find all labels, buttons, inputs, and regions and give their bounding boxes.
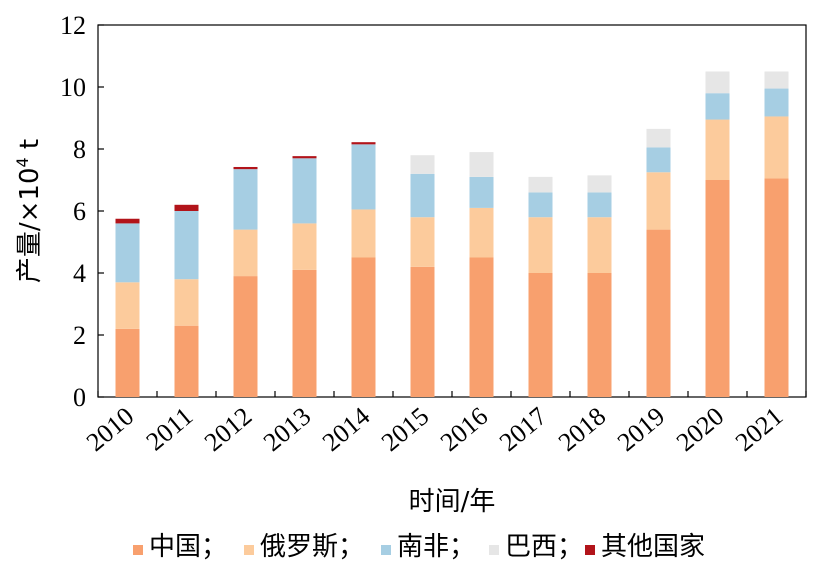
x-tick-label: 2017 <box>494 401 552 457</box>
y-tick-label: 12 <box>60 11 86 40</box>
y-tick-label: 4 <box>73 259 86 288</box>
x-tick-label: 2013 <box>258 401 316 457</box>
y-axis-label-main: 产量/×10 <box>15 168 45 284</box>
x-tick-label: 2019 <box>612 401 670 457</box>
y-axis-label-unit: t <box>15 139 45 157</box>
legend-label-1: 俄罗斯； <box>260 532 364 562</box>
bar-2017-series-3 <box>528 176 553 193</box>
legend-swatch-4 <box>585 545 595 555</box>
legend-swatch-0 <box>133 545 143 555</box>
bar-2016-series-0 <box>469 257 494 397</box>
y-axis-label: 产量/×104 t <box>13 139 45 283</box>
legend-label-3: 巴西； <box>505 532 583 562</box>
bar-2015-series-3 <box>410 155 435 174</box>
bar-2016-series-1 <box>469 207 494 258</box>
bar-2010-series-0 <box>115 328 140 397</box>
bar-2011-series-2 <box>174 211 199 280</box>
bar-2016-series-3 <box>469 152 494 177</box>
bar-2017-series-0 <box>528 273 553 397</box>
bar-2012-series-2 <box>233 169 258 230</box>
bar-2012-series-0 <box>233 276 258 397</box>
y-axis-label-exponent: 4 <box>13 157 32 167</box>
y-tick-label: 0 <box>73 383 86 412</box>
legend-label-0: 中国； <box>149 532 227 562</box>
bar-2021-series-2 <box>764 88 789 117</box>
bar-2020-series-1 <box>705 119 730 180</box>
bar-2016-series-2 <box>469 176 494 208</box>
bar-2020-series-2 <box>705 93 730 120</box>
bar-2012-series-4 <box>233 166 258 170</box>
bar-2012-series-1 <box>233 229 258 277</box>
legend-swatch-2 <box>381 545 391 555</box>
bar-2021-series-0 <box>764 178 789 397</box>
bar-2021-series-3 <box>764 71 789 89</box>
legend-label-4: 其他国家 <box>601 532 705 562</box>
bar-2017-series-2 <box>528 192 553 218</box>
x-tick-label: 2016 <box>435 401 493 457</box>
bar-2021-series-1 <box>764 116 789 179</box>
bar-2015-series-2 <box>410 173 435 218</box>
bar-2020-series-3 <box>705 71 730 94</box>
y-tick-label: 8 <box>73 135 86 164</box>
bar-2011-series-0 <box>174 325 199 397</box>
bar-2014-series-2 <box>351 144 376 210</box>
x-tick-label: 2014 <box>317 401 375 457</box>
bar-2015-series-1 <box>410 217 435 267</box>
bars-group <box>115 71 789 397</box>
y-tick-label: 6 <box>73 197 86 226</box>
bar-2014-series-1 <box>351 209 376 258</box>
y-tick-label: 2 <box>73 321 86 350</box>
bar-2010-series-4 <box>115 218 140 224</box>
bar-2011-series-4 <box>174 204 199 211</box>
x-tick-label: 2015 <box>376 401 434 457</box>
legend: 中国； 俄罗斯； 南非； 巴西； 其他国家 <box>133 532 705 562</box>
bar-2013-series-4 <box>292 156 317 159</box>
bar-2020-series-0 <box>705 180 730 397</box>
x-tick-label: 2010 <box>81 401 139 457</box>
bar-2013-series-2 <box>292 158 317 224</box>
bar-2019-series-1 <box>646 172 671 230</box>
bar-2013-series-1 <box>292 223 317 270</box>
bar-2010-series-1 <box>115 282 140 329</box>
legend-swatch-1 <box>244 545 254 555</box>
x-tick-label: 2020 <box>671 401 729 457</box>
x-axis-ticks: 2010 2011 2012 2013 2014 2015 2016 2017 2018 2019… <box>81 391 807 457</box>
bar-2019-series-0 <box>646 229 671 397</box>
bar-2013-series-0 <box>292 269 317 397</box>
bar-2018-series-0 <box>587 273 612 397</box>
x-tick-label: 2011 <box>141 401 199 456</box>
x-axis-label: 时间/年 <box>409 487 496 517</box>
x-tick-label: 2018 <box>553 401 611 457</box>
bar-2018-series-2 <box>587 192 612 218</box>
bar-2019-series-3 <box>646 128 671 148</box>
bar-2018-series-1 <box>587 217 612 273</box>
legend-label-2: 南非； <box>397 532 475 562</box>
bar-2011-series-1 <box>174 279 199 326</box>
bar-2010-series-2 <box>115 223 140 283</box>
x-tick-label: 2012 <box>199 401 257 457</box>
bar-2017-series-1 <box>528 217 553 273</box>
y-tick-label: 10 <box>60 73 86 102</box>
bar-2015-series-0 <box>410 266 435 397</box>
x-tick-label: 2021 <box>730 401 788 457</box>
bar-2014-series-0 <box>351 257 376 397</box>
bar-2019-series-2 <box>646 147 671 173</box>
plot-frame <box>97 24 807 398</box>
legend-swatch-3 <box>489 545 499 555</box>
bar-2014-series-4 <box>351 142 376 145</box>
y-axis-ticks: 0 2 4 6 8 10 12 <box>60 11 104 412</box>
bar-2018-series-3 <box>587 175 612 193</box>
